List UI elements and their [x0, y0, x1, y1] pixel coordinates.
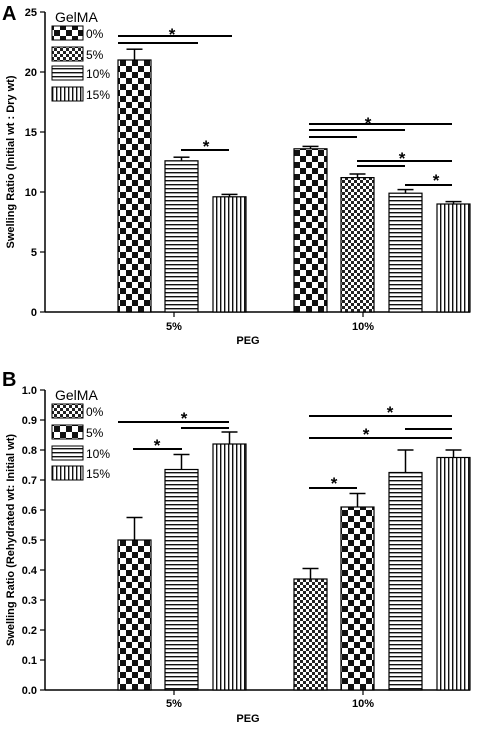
y-tick-label: 5 [31, 247, 37, 259]
x-tick-label: 5% [166, 698, 182, 710]
y-axis-title: Swelling Ratio (Initial wt : Dry wt) [5, 75, 17, 248]
panel-letter: A [2, 3, 16, 25]
legend-label: 5% [86, 48, 104, 62]
x-axis-title: PEG [236, 713, 259, 725]
bar [388, 192, 423, 313]
bar [293, 148, 328, 313]
y-tick-label: 0.9 [22, 415, 37, 427]
bar [164, 468, 199, 691]
significance-star: * [387, 403, 394, 422]
bar [340, 506, 375, 691]
legend-swatch [51, 65, 84, 81]
bar [164, 160, 199, 313]
legend-swatch [51, 46, 84, 62]
bar [117, 59, 152, 313]
y-tick-label: 0.3 [22, 595, 37, 607]
y-tick-label: 0.4 [22, 565, 38, 577]
bar [212, 196, 247, 313]
legend-label: 15% [86, 467, 110, 481]
y-tick-label: 0.1 [22, 655, 37, 667]
bar [212, 443, 247, 691]
y-axis-title: Swelling Ratio (Rehydrated wt: Initial w… [5, 434, 17, 646]
legend-label: 0% [86, 405, 104, 419]
y-tick-label: 25 [25, 7, 37, 19]
bar [340, 177, 375, 313]
legend-swatch [51, 445, 84, 461]
significance-star: * [363, 425, 370, 444]
x-axis-title: PEG [236, 335, 259, 347]
y-tick-label: 0.6 [22, 505, 37, 517]
legend-swatch [51, 403, 84, 419]
significance-star: * [203, 137, 210, 156]
x-tick-label: 10% [352, 321, 374, 333]
x-tick-label: 10% [352, 698, 374, 710]
significance-star: * [331, 474, 338, 493]
significance-star: * [181, 409, 188, 428]
significance-star: * [399, 149, 406, 168]
legend-swatch [51, 86, 84, 102]
legend-label: 0% [86, 27, 104, 41]
significance-star: * [169, 25, 176, 44]
y-tick-label: 0.5 [22, 535, 37, 547]
y-tick-label: 20 [25, 67, 37, 79]
bar [117, 539, 152, 691]
legend-label: 10% [86, 447, 110, 461]
panel-a: A 0 5 10 15 20 25 Swelling Ratio (Initial wt : … [2, 3, 471, 347]
legend-label: 15% [86, 88, 110, 102]
y-tick-label: 15 [25, 127, 37, 139]
bar [436, 456, 471, 691]
bar [293, 578, 328, 691]
legend-label: 5% [86, 426, 104, 440]
legend-title: GelMA [55, 9, 98, 25]
legend-swatch [51, 25, 84, 41]
significance-star: * [365, 114, 372, 133]
significance-star: * [433, 171, 440, 190]
y-tick-label: 0.0 [22, 685, 37, 697]
y-tick-label: 0.7 [22, 475, 37, 487]
y-tick-label: 0 [31, 307, 37, 319]
significance-star: * [154, 436, 161, 455]
bar [388, 471, 423, 691]
y-tick-label: 0.8 [22, 445, 37, 457]
y-tick-label: 10 [25, 187, 37, 199]
x-tick-label: 5% [166, 321, 182, 333]
panel-b: B 0.0 0.1 0.2 0.3 0.4 0.5 0.6 0.7 0.8 0.9 1.0 Swelli… [2, 369, 471, 725]
bar [436, 203, 471, 313]
legend-swatch [51, 465, 84, 481]
y-tick-label: 0.2 [22, 625, 37, 637]
panel-letter: B [2, 369, 16, 391]
legend-swatch [51, 424, 84, 440]
y-tick-label: 1.0 [22, 385, 37, 397]
legend-title: GelMA [55, 387, 98, 403]
legend-label: 10% [86, 67, 110, 81]
